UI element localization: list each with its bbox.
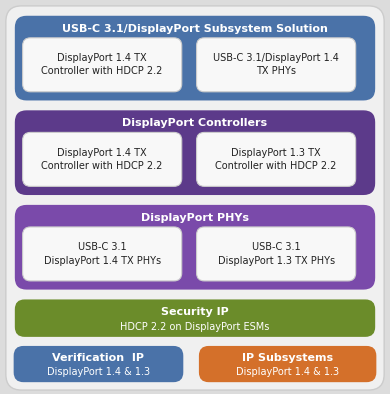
FancyBboxPatch shape	[23, 227, 182, 281]
FancyBboxPatch shape	[23, 132, 182, 186]
FancyBboxPatch shape	[15, 299, 375, 337]
Text: DisplayPort 1.4 TX
Controller with HDCP 2.2: DisplayPort 1.4 TX Controller with HDCP …	[41, 148, 163, 171]
FancyBboxPatch shape	[197, 38, 356, 92]
FancyBboxPatch shape	[15, 110, 375, 195]
FancyBboxPatch shape	[6, 6, 384, 390]
Text: USB-C 3.1
DisplayPort 1.4 TX PHYs: USB-C 3.1 DisplayPort 1.4 TX PHYs	[44, 242, 161, 266]
FancyBboxPatch shape	[197, 132, 356, 186]
FancyBboxPatch shape	[15, 16, 375, 100]
Text: IP Subsystems: IP Subsystems	[242, 353, 333, 363]
FancyBboxPatch shape	[199, 346, 376, 382]
Text: DisplayPort 1.4 & 1.3: DisplayPort 1.4 & 1.3	[236, 367, 339, 377]
FancyBboxPatch shape	[14, 346, 183, 382]
Text: DisplayPort 1.4 & 1.3: DisplayPort 1.4 & 1.3	[47, 367, 150, 377]
Text: DisplayPort PHYs: DisplayPort PHYs	[141, 213, 249, 223]
Text: DisplayPort 1.3 TX
Controller with HDCP 2.2: DisplayPort 1.3 TX Controller with HDCP …	[215, 148, 337, 171]
Text: Security IP: Security IP	[161, 307, 229, 317]
Text: DisplayPort Controllers: DisplayPort Controllers	[122, 118, 268, 128]
Text: Verification  IP: Verification IP	[53, 353, 144, 363]
FancyBboxPatch shape	[197, 227, 356, 281]
Text: DisplayPort 1.4 TX
Controller with HDCP 2.2: DisplayPort 1.4 TX Controller with HDCP …	[41, 53, 163, 76]
Text: USB-C 3.1/DisplayPort 1.4
TX PHYs: USB-C 3.1/DisplayPort 1.4 TX PHYs	[213, 53, 339, 76]
Text: USB-C 3.1
DisplayPort 1.3 TX PHYs: USB-C 3.1 DisplayPort 1.3 TX PHYs	[218, 242, 335, 266]
FancyBboxPatch shape	[15, 205, 375, 290]
Text: USB-C 3.1/DisplayPort Subsystem Solution: USB-C 3.1/DisplayPort Subsystem Solution	[62, 24, 328, 34]
FancyBboxPatch shape	[23, 38, 182, 92]
Text: HDCP 2.2 on DisplayPort ESMs: HDCP 2.2 on DisplayPort ESMs	[120, 322, 270, 332]
